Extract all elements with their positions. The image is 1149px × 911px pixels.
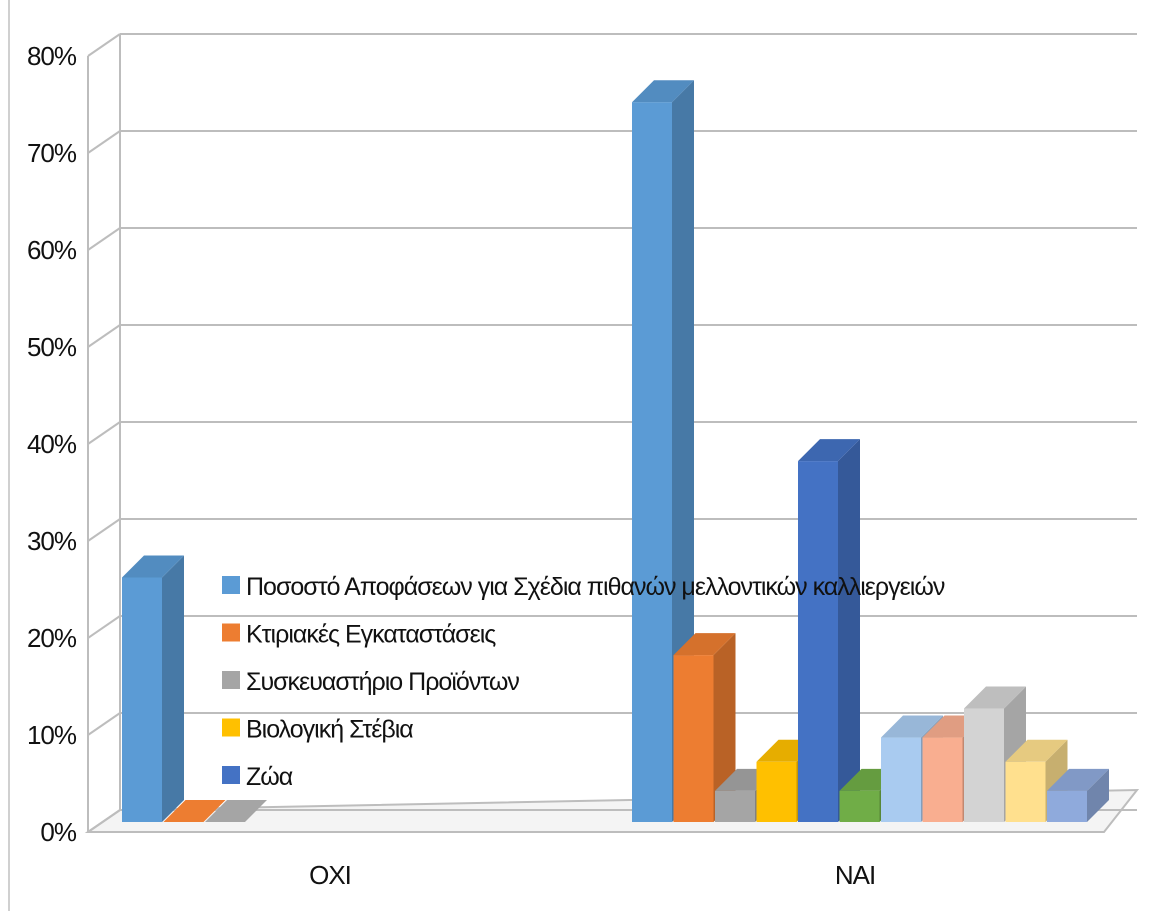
bar-front [922, 737, 963, 822]
x-category-label: ΟΧΙ [309, 860, 351, 890]
x-category-label: ΝΑΙ [835, 860, 875, 890]
bar [673, 633, 736, 822]
gridline-side [87, 712, 121, 736]
y-tick-label: 20% [27, 623, 77, 653]
y-tick-label: 40% [27, 429, 77, 459]
gridline-side [87, 33, 121, 57]
legend-item: Κτιριακές Εγκαταστάσεις [222, 621, 497, 649]
bar-side [672, 80, 694, 822]
legend-label: Βιολογική Στέβια [246, 716, 413, 744]
gridline-side [87, 518, 121, 542]
bar-front [632, 102, 672, 822]
legend-label: Ποσοστό Αποφάσεων για Σχέδια πιθανών μελ… [246, 573, 945, 601]
bar-front [839, 790, 880, 822]
legend-label: Ζώα [246, 763, 293, 791]
bar-side [162, 555, 184, 822]
legend-item: Ζώα [222, 763, 294, 791]
y-tick-label: 10% [27, 720, 77, 750]
bar-front [964, 708, 1004, 822]
bar-top [1005, 739, 1068, 762]
gridline-side [87, 809, 121, 833]
legend: Ποσοστό Αποφάσεων για Σχέδια πιθανών μελ… [222, 573, 946, 791]
bar-side [1087, 768, 1109, 822]
bar-top [1047, 768, 1109, 791]
bar-side [838, 439, 860, 822]
bar [205, 800, 267, 822]
bar-front [881, 737, 921, 822]
bar [1047, 768, 1109, 822]
gridline-side [87, 227, 121, 251]
bar-front [715, 790, 755, 822]
y-tick-label: 80% [27, 41, 77, 71]
bar-front [1047, 790, 1087, 822]
bar-front [122, 577, 162, 822]
legend-label: Κτιριακές Εγκαταστάσεις [246, 621, 496, 649]
gridline-side [87, 615, 121, 639]
y-tick-label: 0% [40, 817, 76, 847]
y-tick-label: 30% [27, 526, 77, 556]
legend-swatch [222, 766, 240, 784]
legend-label: Συσκευαστήριο Προϊόντων [246, 668, 519, 696]
y-tick-label: 70% [27, 138, 77, 168]
bar-top [673, 633, 736, 656]
bar-top [122, 555, 184, 578]
bar-top [632, 80, 694, 103]
legend-swatch [222, 623, 240, 642]
bars [122, 80, 1109, 822]
y-axis-ticks: 0% 10% 20% 30% 40% 50% 60% 70% 80% [27, 41, 78, 847]
x-axis-categories: ΟΧΙ ΝΑΙ [309, 860, 876, 890]
bar-flat [163, 800, 226, 822]
gridline-side [87, 324, 121, 348]
bar-top [881, 715, 943, 738]
bar-flat [205, 800, 267, 822]
legend-item: Συσκευαστήριο Προϊόντων [222, 668, 520, 696]
gridline-side [87, 130, 121, 154]
bar-top [798, 439, 860, 462]
bar-top [964, 686, 1026, 709]
gridline-side [87, 421, 121, 445]
y-tick-label: 50% [27, 332, 77, 362]
y-tick-label: 60% [27, 235, 77, 265]
bar-front [798, 461, 838, 822]
legend-swatch [222, 671, 240, 689]
bar [163, 800, 226, 822]
bar-front [756, 761, 797, 822]
legend-item: Ποσοστό Αποφάσεων για Σχέδια πιθανών μελ… [222, 573, 946, 601]
legend-swatch [222, 576, 240, 594]
legend-swatch [222, 718, 240, 737]
legend-item: Βιολογική Στέβια [222, 716, 414, 744]
bar [798, 439, 860, 822]
bar-side [713, 633, 736, 822]
bar-front [1005, 761, 1046, 822]
bar-front [673, 655, 714, 822]
bar [632, 80, 694, 822]
bar [122, 555, 184, 822]
